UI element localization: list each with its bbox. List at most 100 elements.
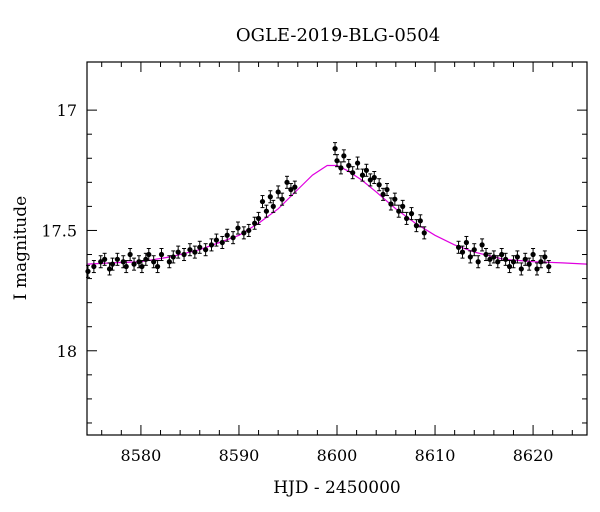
data-point	[235, 221, 241, 235]
data-marker	[499, 251, 505, 258]
data-point	[475, 255, 481, 269]
data-marker	[376, 182, 382, 188]
data-point	[259, 195, 266, 209]
data-point	[192, 245, 198, 259]
data-marker	[187, 247, 193, 253]
data-point	[367, 173, 373, 187]
data-point	[208, 238, 215, 252]
data-point	[181, 248, 187, 262]
data-point	[123, 260, 129, 274]
data-marker	[255, 215, 262, 222]
data-marker	[263, 208, 270, 214]
data-point	[421, 226, 427, 240]
data-point	[413, 219, 420, 233]
data-marker	[400, 203, 406, 209]
data-point	[151, 255, 157, 269]
data-marker	[514, 254, 520, 260]
data-marker	[417, 218, 423, 224]
data-marker	[388, 201, 394, 207]
data-marker	[175, 249, 181, 255]
data-point	[332, 142, 338, 156]
data-marker	[380, 191, 386, 197]
x-tick-label: 8620	[513, 446, 554, 465]
data-point	[392, 192, 398, 206]
data-marker	[475, 259, 481, 265]
plot-frame	[86, 61, 588, 436]
data-marker	[396, 208, 402, 214]
data-point	[91, 260, 97, 274]
data-marker	[143, 256, 149, 262]
data-point	[376, 178, 382, 192]
x-tick-label: 8590	[219, 446, 260, 465]
data-marker	[192, 249, 198, 255]
data-marker	[123, 263, 129, 270]
data-marker	[503, 256, 509, 262]
data-marker	[546, 263, 552, 270]
data-point	[471, 243, 477, 257]
data-point	[338, 161, 344, 175]
data-marker	[455, 244, 462, 250]
y-tick-label: 17	[57, 101, 77, 120]
data-marker	[259, 198, 266, 205]
data-marker	[139, 263, 145, 270]
data-point	[146, 248, 152, 262]
data-marker	[284, 179, 290, 185]
data-point	[170, 250, 176, 264]
data-point	[114, 252, 120, 266]
data-point	[455, 240, 462, 254]
data-marker	[85, 268, 91, 274]
x-axis-label: HJD - 2450000	[273, 478, 401, 498]
data-point	[175, 245, 181, 259]
data-marker	[213, 237, 220, 243]
x-tick-label: 8610	[415, 446, 456, 465]
data-marker	[279, 196, 285, 202]
data-marker	[288, 186, 294, 193]
data-marker	[267, 194, 273, 200]
data-point	[279, 192, 285, 206]
data-point	[546, 260, 552, 274]
data-marker	[530, 251, 536, 258]
data-marker	[102, 256, 108, 262]
data-marker	[219, 239, 225, 246]
data-point	[275, 185, 281, 199]
data-point	[359, 168, 366, 182]
data-point	[526, 257, 532, 271]
data-marker	[114, 256, 120, 262]
data-point	[380, 187, 386, 201]
data-marker	[506, 263, 513, 270]
data-marker	[252, 220, 258, 226]
y-axis-label: I magnitude	[11, 196, 31, 300]
data-marker	[363, 167, 370, 173]
data-marker	[208, 242, 215, 248]
data-marker	[542, 254, 548, 260]
data-point	[538, 255, 544, 269]
data-point	[483, 248, 489, 262]
data-point	[400, 199, 406, 213]
data-point	[224, 228, 230, 242]
data-marker	[106, 266, 113, 272]
data-point	[499, 248, 505, 262]
data-point	[459, 245, 466, 259]
data-point	[158, 248, 165, 262]
data-point	[530, 248, 536, 262]
data-point	[98, 255, 104, 269]
data-point	[542, 250, 548, 264]
data-point	[354, 156, 361, 170]
data-point	[396, 204, 402, 218]
data-marker	[495, 259, 501, 265]
data-marker	[120, 259, 126, 265]
y-tick-label: 17.5	[41, 221, 77, 240]
data-marker	[518, 266, 524, 272]
data-marker	[392, 196, 398, 202]
data-point	[203, 243, 209, 257]
data-point	[503, 252, 509, 266]
data-marker	[534, 266, 540, 272]
data-point	[241, 226, 247, 240]
data-point	[85, 264, 91, 278]
data-point	[166, 255, 172, 269]
data-marker	[367, 177, 373, 183]
x-tick-label: 8600	[317, 446, 358, 465]
data-point	[139, 260, 145, 274]
data-point	[109, 257, 116, 271]
